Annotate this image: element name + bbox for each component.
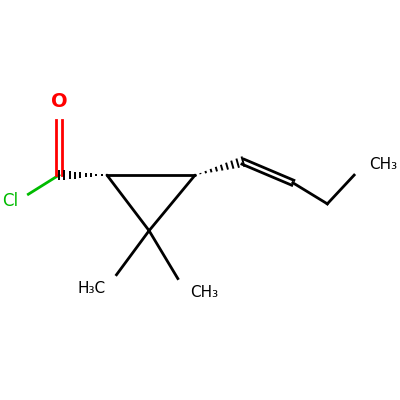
Text: CH₃: CH₃ — [370, 157, 398, 172]
Text: Cl: Cl — [2, 192, 18, 210]
Text: H₃C: H₃C — [78, 282, 106, 296]
Text: O: O — [51, 92, 67, 111]
Text: CH₃: CH₃ — [190, 285, 219, 300]
